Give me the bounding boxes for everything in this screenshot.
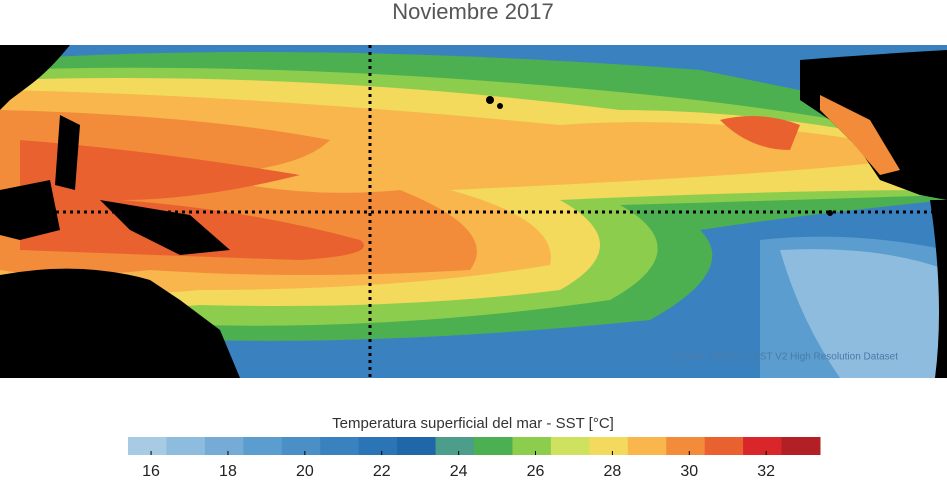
- tick-label: 28: [604, 463, 622, 480]
- colorbar-bin: [166, 437, 206, 455]
- tick-label: 18: [219, 463, 237, 480]
- tick-label: 22: [373, 463, 391, 480]
- sst-map: Fuente: NOAA OI SST V2 High Resolution D…: [0, 45, 947, 378]
- colorbar-bin: [204, 437, 244, 455]
- colorbar-bin: [589, 437, 629, 455]
- colorbar-bin: [281, 437, 321, 455]
- colorbar-bin: [435, 437, 475, 455]
- tick-label: 26: [527, 463, 545, 480]
- colorbar: 16 18 20 22 24 26 28 30 32: [128, 437, 821, 480]
- colorbar-label: Temperatura superficial del mar - SST [°…: [332, 415, 614, 432]
- tick-label: 30: [680, 463, 698, 480]
- tick-label: 16: [142, 463, 160, 480]
- title: Noviembre 2017: [392, 0, 553, 24]
- colorbar-bin: [666, 437, 706, 455]
- colorbar-bin: [128, 437, 167, 455]
- colorbar-bin: [397, 437, 437, 455]
- colorbar-bin: [743, 437, 783, 455]
- colorbar-bin: [704, 437, 744, 455]
- colorbar-bin: [781, 437, 821, 455]
- tick-label: 20: [296, 463, 314, 480]
- colorbar-bin: [474, 437, 513, 455]
- colorbar-bin: [320, 437, 360, 455]
- colorbar-bin: [627, 437, 667, 455]
- source: Fuente: NOAA OI SST V2 High Resolution D…: [673, 352, 899, 363]
- colorbar-bin: [243, 437, 283, 455]
- tick-label: 24: [450, 463, 468, 480]
- colorbar-bin: [550, 437, 590, 455]
- colorbar-bin: [512, 437, 552, 455]
- colorbar-bin: [358, 437, 398, 455]
- tick-label: 32: [757, 463, 775, 480]
